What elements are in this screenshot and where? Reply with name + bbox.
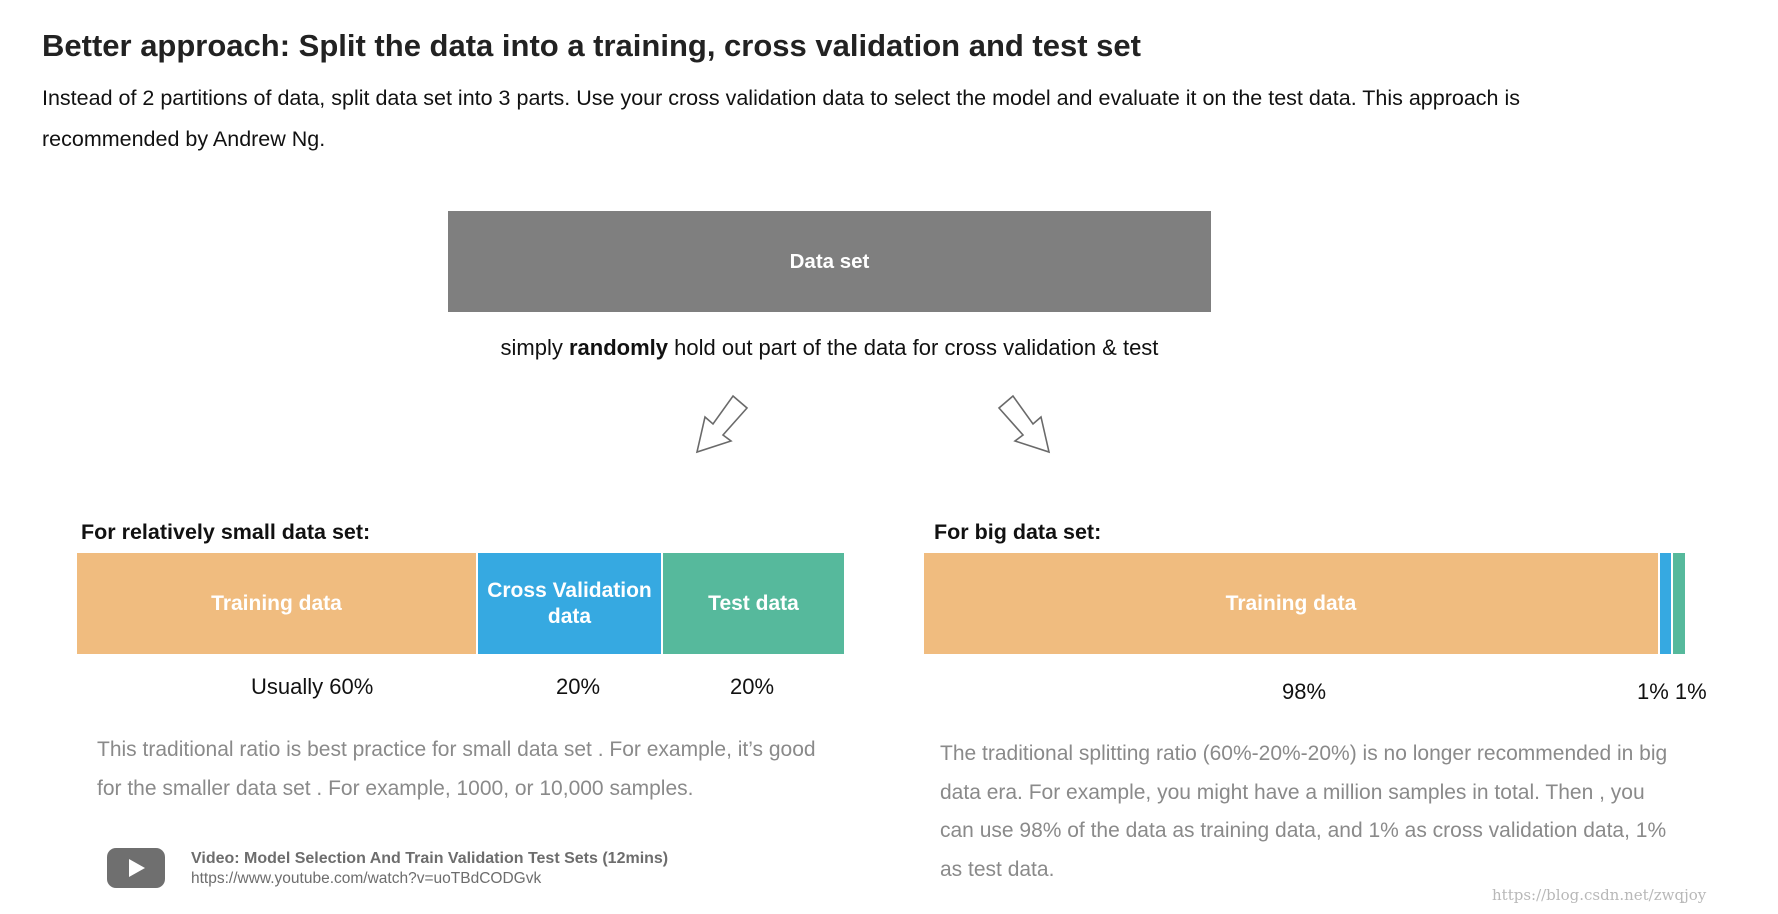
intro-paragraph: Instead of 2 partitions of data, split d… [42, 86, 1520, 151]
watermark: https://blog.csdn.net/zwqjoy [1492, 886, 1707, 904]
small-cross-validation-label: Cross Validation data [487, 578, 652, 628]
video-title[interactable]: Video: Model Selection And Train Validat… [191, 850, 669, 867]
small-cross-validation-segment: Cross Validation data [478, 553, 661, 654]
small-cross-validation-percent: 20% [556, 674, 601, 699]
down-left-arrow-icon [695, 394, 749, 454]
video-url-link[interactable]: https://www.youtube.com/watch?v=uoTBdCOD… [191, 870, 542, 887]
small-test-segment: Test data [663, 553, 844, 654]
big-dataset-heading: For big data set: [934, 520, 1102, 544]
big-test-segment [1673, 553, 1685, 654]
holdout-prefix: simply [500, 335, 569, 360]
big-training-label: Training data [1225, 591, 1357, 615]
big-small-percents: 1% 1% [1637, 679, 1707, 704]
big-training-segment: Training data [924, 553, 1658, 654]
small-training-segment: Training data [77, 553, 476, 654]
holdout-caption: simply randomly hold out part of the dat… [448, 335, 1211, 361]
dataset-label: Data set [789, 249, 870, 273]
dataset-bar: Data set [448, 211, 1211, 312]
down-right-arrow-icon [997, 394, 1051, 454]
small-test-percent: 20% [730, 674, 775, 699]
holdout-emphasis: randomly [569, 335, 669, 360]
holdout-suffix: hold out part of the data for cross vali… [668, 335, 1159, 360]
play-triangle-icon [129, 859, 145, 877]
small-dataset-description: This traditional ratio is best practice … [97, 738, 816, 800]
play-video-icon[interactable] [107, 848, 165, 888]
big-cross-validation-segment [1660, 553, 1671, 654]
small-test-label: Test data [708, 591, 799, 615]
small-training-percent: Usually 60% [251, 674, 374, 699]
small-dataset-heading: For relatively small data set: [81, 520, 371, 544]
page-title: Better approach: Split the data into a t… [42, 28, 1141, 63]
big-training-percent: 98% [1282, 679, 1327, 704]
big-dataset-description: The traditional splitting ratio (60%-20%… [940, 742, 1668, 881]
small-training-label: Training data [211, 591, 342, 615]
